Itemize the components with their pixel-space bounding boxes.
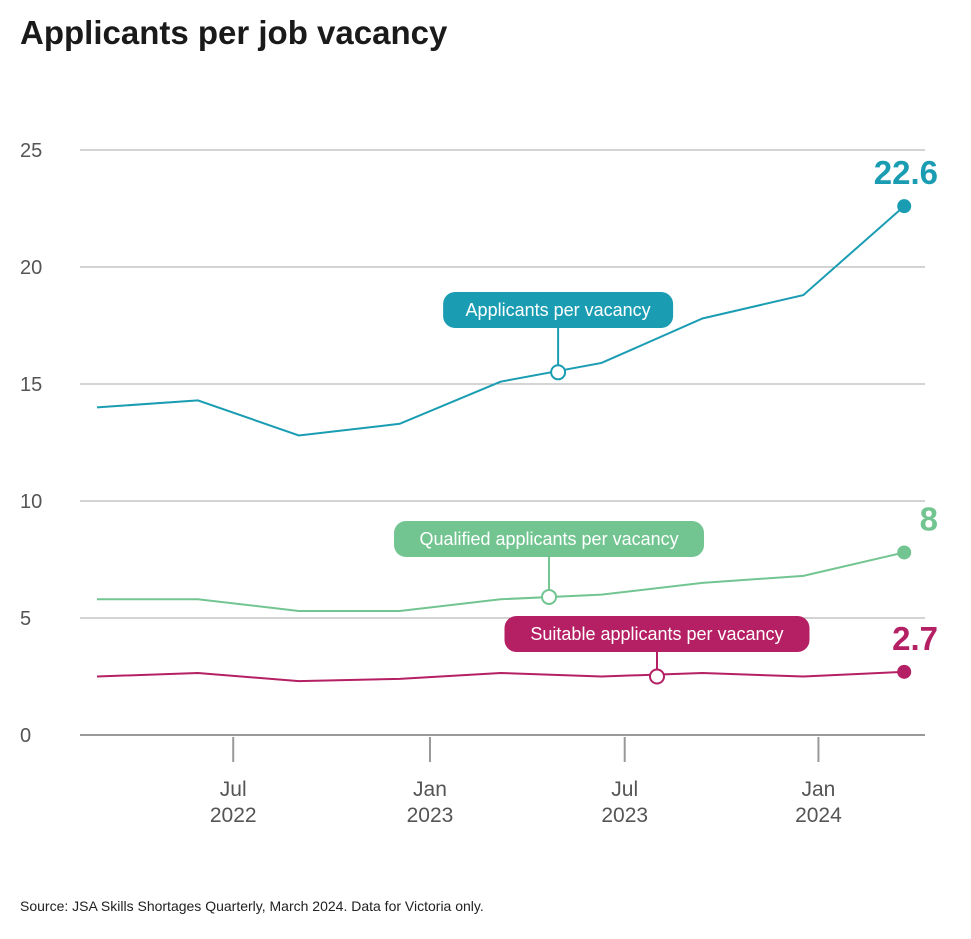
x-tick-year: 2024 (795, 804, 842, 827)
y-tick-label: 5 (20, 608, 31, 630)
callout-box (504, 616, 810, 652)
series-label: Applicants per vacancy (466, 300, 651, 320)
end-point-marker (897, 199, 912, 214)
chart-title: Applicants per job vacancy (20, 14, 448, 51)
y-tick-label: 0 (20, 725, 31, 747)
callout-marker (541, 588, 558, 605)
y-tick-label: 20 (20, 257, 42, 279)
callout-marker (648, 668, 665, 685)
series-line (96, 670, 905, 683)
callout-box (443, 292, 674, 328)
source-note: Source: JSA Skills Shortages Quarterly, … (20, 898, 484, 914)
series-line (96, 205, 905, 437)
series-label: Qualified applicants per vacancy (419, 529, 678, 549)
y-tick-label: 25 (20, 140, 42, 162)
callout-box (394, 521, 705, 557)
series-line (97, 551, 905, 612)
x-tick-year: 2023 (601, 804, 648, 827)
y-tick-label: 10 (20, 491, 42, 513)
series-label: Suitable applicants per vacancy (530, 624, 783, 644)
x-tick-year: 2023 (407, 804, 454, 827)
end-value-label: 2.7 (892, 620, 938, 657)
x-tick-month: Jan (802, 778, 836, 801)
end-point-marker (897, 664, 912, 679)
end-point-marker (897, 545, 912, 560)
x-tick-year: 2022 (210, 804, 257, 827)
x-tick-month: Jul (611, 778, 638, 801)
end-value-label: 22.6 (874, 154, 938, 191)
x-tick-month: Jan (413, 778, 447, 801)
callout-marker (550, 364, 567, 381)
x-tick-month: Jul (220, 778, 247, 801)
end-value-label: 8 (920, 500, 938, 537)
y-tick-label: 15 (20, 374, 42, 396)
